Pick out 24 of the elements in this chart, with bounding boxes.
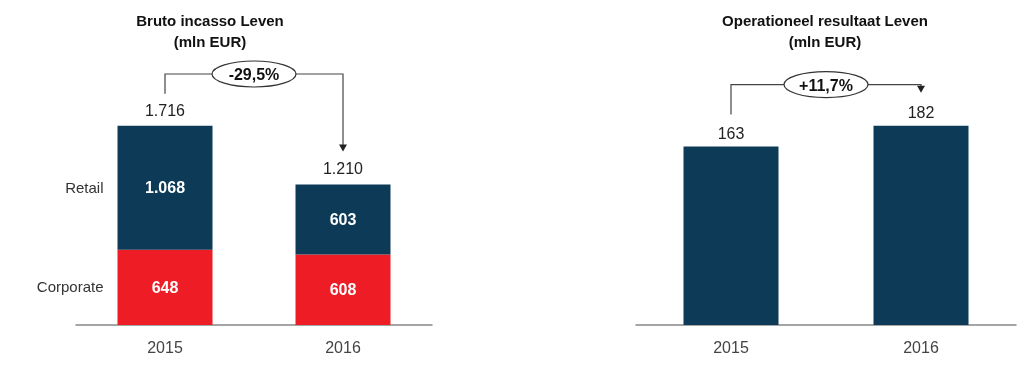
data-label: 648 <box>151 278 179 296</box>
series-label: Corporate <box>36 278 104 296</box>
data-label: 603 <box>329 210 357 228</box>
bar <box>295 254 391 325</box>
series-label: Retail <box>65 178 104 196</box>
x-tick-label: 2016 <box>325 338 361 356</box>
bar <box>117 249 213 325</box>
data-label: 182 <box>907 104 935 122</box>
x-tick-label: 2015 <box>713 338 749 356</box>
data-label: 608 <box>329 281 357 299</box>
total-label: 1.716 <box>144 101 186 119</box>
text: -29,5% <box>228 66 280 83</box>
x-tick-label: 2015 <box>147 338 183 356</box>
chart-subtitle: (mln EUR) <box>173 33 247 50</box>
chart-subtitle: (mln EUR) <box>788 33 862 50</box>
total-label: 1.210 <box>322 160 364 178</box>
chart-title: Operationeel resultaat Leven <box>722 12 928 29</box>
data-label: 163 <box>717 125 745 143</box>
bar <box>295 184 391 255</box>
chart-title: Bruto incasso Leven <box>136 12 284 29</box>
text: +11,7% <box>799 76 853 94</box>
x-tick-label: 2016 <box>903 338 939 356</box>
bar <box>117 125 213 250</box>
data-label: 1.068 <box>144 179 186 197</box>
